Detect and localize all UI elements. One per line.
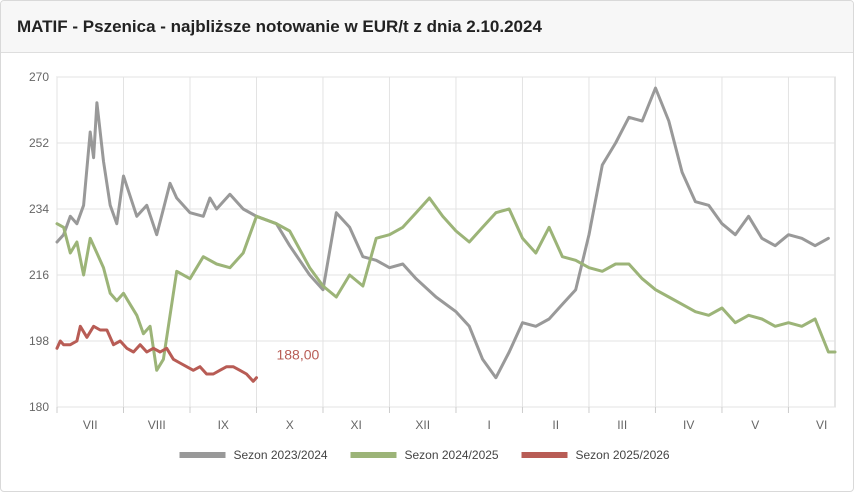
x-tick-label: III: [617, 418, 627, 432]
x-tick-label: X: [286, 418, 294, 432]
y-tick-label: 252: [29, 136, 49, 150]
chart-grid: [56, 76, 836, 413]
series-line-3[interactable]: [55, 324, 258, 383]
legend: Sezon 2023/2024 Sezon 2024/2025 Sezon 2025…: [179, 448, 670, 462]
chart-title: MATIF - Pszenica - najbliższe notowanie …: [17, 16, 542, 36]
last-value-label: 188,00: [276, 347, 319, 363]
y-axis: 270 252 234 216 198 180: [29, 70, 49, 414]
x-axis: VII VIII IX X XI XII I II III IV V VI: [83, 418, 827, 432]
y-tick-label: 234: [29, 202, 49, 216]
y-tick-label: 270: [29, 70, 49, 84]
series-group: [55, 86, 837, 383]
x-tick-label: V: [751, 418, 759, 432]
x-tick-label: XII: [415, 418, 430, 432]
x-tick-label: IV: [683, 418, 694, 432]
series-line-2[interactable]: [55, 196, 837, 372]
card-header: MATIF - Pszenica - najbliższe notowanie …: [1, 1, 853, 53]
plot-area: [56, 76, 836, 408]
x-tick-label: II: [552, 418, 559, 432]
series-line-1[interactable]: [55, 86, 830, 380]
y-tick-label: 180: [29, 400, 49, 414]
legend-label[interactable]: Sezon 2024/2025: [405, 448, 499, 462]
x-tick-label: VII: [83, 418, 98, 432]
y-tick-label: 198: [29, 334, 49, 348]
y-tick-label: 216: [29, 268, 49, 282]
x-tick-label: I: [488, 418, 491, 432]
last-value-annotation: 188,00: [276, 347, 319, 363]
x-tick-label: IX: [218, 418, 229, 432]
x-tick-label: VIII: [148, 418, 166, 432]
legend-label[interactable]: Sezon 2025/2026: [576, 448, 670, 462]
x-tick-label: VI: [816, 418, 827, 432]
x-tick-label: XI: [351, 418, 362, 432]
legend-label[interactable]: Sezon 2023/2024: [234, 448, 328, 462]
